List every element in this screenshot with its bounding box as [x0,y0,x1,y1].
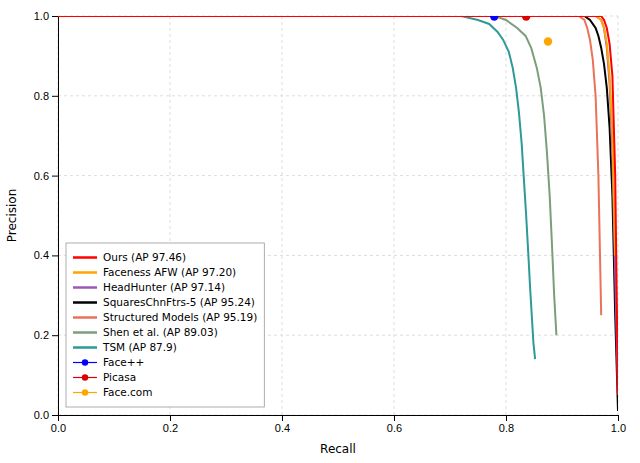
y-tick-mark [52,415,58,416]
grid [58,16,618,415]
grid-line-y [58,175,618,176]
grid-line-y [58,95,618,96]
legend-swatch [73,316,97,319]
legend-label: SquaresChnFtrs-5 (AP 95.24) [103,296,255,308]
legend-item: Picasa [73,371,136,383]
legend-item: Ours (AP 97.46) [73,251,186,263]
legend-item: Structured Models (AP 95.19) [73,311,257,323]
y-tick-label: 1.0 [34,10,49,22]
y-axis: 0.0 0.2 0.4 0.6 0.8 1.0 [34,10,59,421]
y-tick: 0.4 [34,249,58,261]
x-axis-title: Recall [320,442,356,456]
y-tick-label: 0.0 [34,409,49,421]
scatter-point [522,16,530,21]
x-tick-mark [618,415,619,421]
x-tick: 0.8 [499,415,514,434]
legend-label: TSM (AP 87.9) [102,341,177,353]
legend-item: Shen et al. (AP 89.03) [73,326,218,338]
grid-line-x [282,16,283,415]
x-tick: 0.4 [275,415,290,434]
legend: Ours (AP 97.46) Faceness AFW (AP 97.20) He… [66,243,264,407]
legend-item: Face++ [73,356,144,368]
grid-line-x [506,16,507,415]
chart-svg: 0.0 0.2 0.4 0.6 0.8 1.0 0.0 0.2 0.4 0.6 0.8 1.0 Reca… [0,0,640,463]
legend-label: Structured Models (AP 95.19) [103,311,257,323]
legend-item: Faceness AFW (AP 97.20) [73,266,236,278]
x-axis-line [59,416,619,422]
x-tick-label: 0.4 [275,422,290,434]
x-tick: 0.6 [387,415,402,434]
x-tick-mark [282,415,283,421]
series-line [58,16,618,411]
x-tick-label: 1.0 [611,422,626,434]
legend-swatch-marker [82,389,88,395]
series-line [58,16,615,255]
x-tick: 0.0 [51,415,66,434]
y-tick: 0.6 [34,170,58,182]
series-line [58,16,535,359]
legend-swatch [73,271,97,274]
legend-label: HeadHunter (AP 97.14) [103,281,225,293]
legend-label: Shen et al. (AP 89.03) [103,326,218,338]
y-tick-label: 0.4 [34,249,49,261]
legend-item: SquaresChnFtrs-5 (AP 95.24) [73,296,255,308]
x-tick: 1.0 [611,415,626,434]
legend-item: TSM (AP 87.9) [73,341,177,353]
legend-items: Ours (AP 97.46) Faceness AFW (AP 97.20) He… [73,251,257,398]
scatter-point [544,37,552,45]
legend-background [66,243,264,407]
data-marks [58,16,618,411]
y-axis-title: Precision [5,189,19,243]
grid-line-x [394,16,395,415]
legend-label: Ours (AP 97.46) [103,251,186,263]
legend-label: Face++ [103,356,144,368]
y-tick-mark [52,255,58,256]
legend-label: Picasa [103,371,136,383]
chart-container: 0.0 0.2 0.4 0.6 0.8 1.0 0.0 0.2 0.4 0.6 0.8 1.0 Reca… [0,0,640,463]
y-tick-mark [52,16,58,17]
legend-swatch [73,301,97,304]
series-line [58,16,601,315]
legend-swatch-marker [82,374,88,380]
plot: 0.0 0.2 0.4 0.6 0.8 1.0 0.0 0.2 0.4 0.6 0.8 1.0 Reca… [5,10,626,456]
legend-swatch [73,331,97,334]
x-tick-mark [170,415,171,421]
x-tick-mark [506,415,507,421]
x-tick-mark [394,415,395,421]
legend-swatch-marker [82,359,88,365]
x-axis: 0.0 0.2 0.4 0.6 0.8 1.0 [51,415,626,434]
x-tick-label: 0.8 [499,422,514,434]
x-tick-label: 0.2 [163,422,178,434]
y-tick: 0.0 [34,409,58,421]
x-tick-label: 0.6 [387,422,402,434]
x-tick-label: 0.0 [51,422,66,434]
y-tick-label: 0.8 [34,90,49,102]
legend-label: Faceness AFW (AP 97.20) [103,266,236,278]
series-line [58,16,556,335]
scatter-point [490,16,498,21]
y-tick-label: 0.2 [34,329,49,341]
y-tick-label: 0.6 [34,170,49,182]
legend-item: Face.com [73,386,153,398]
legend-item: HeadHunter (AP 97.14) [73,281,225,293]
y-tick-mark [52,176,58,177]
legend-swatch [73,286,97,289]
x-tick: 0.2 [163,415,178,434]
y-axis-line [52,17,59,416]
y-tick: 0.2 [34,329,58,341]
y-tick-mark [52,96,58,97]
legend-swatch [73,256,97,259]
y-tick: 1.0 [34,10,58,22]
legend-label: Face.com [103,386,153,398]
y-tick: 0.8 [34,90,58,102]
legend-swatch [73,346,97,349]
y-tick-mark [52,335,58,336]
